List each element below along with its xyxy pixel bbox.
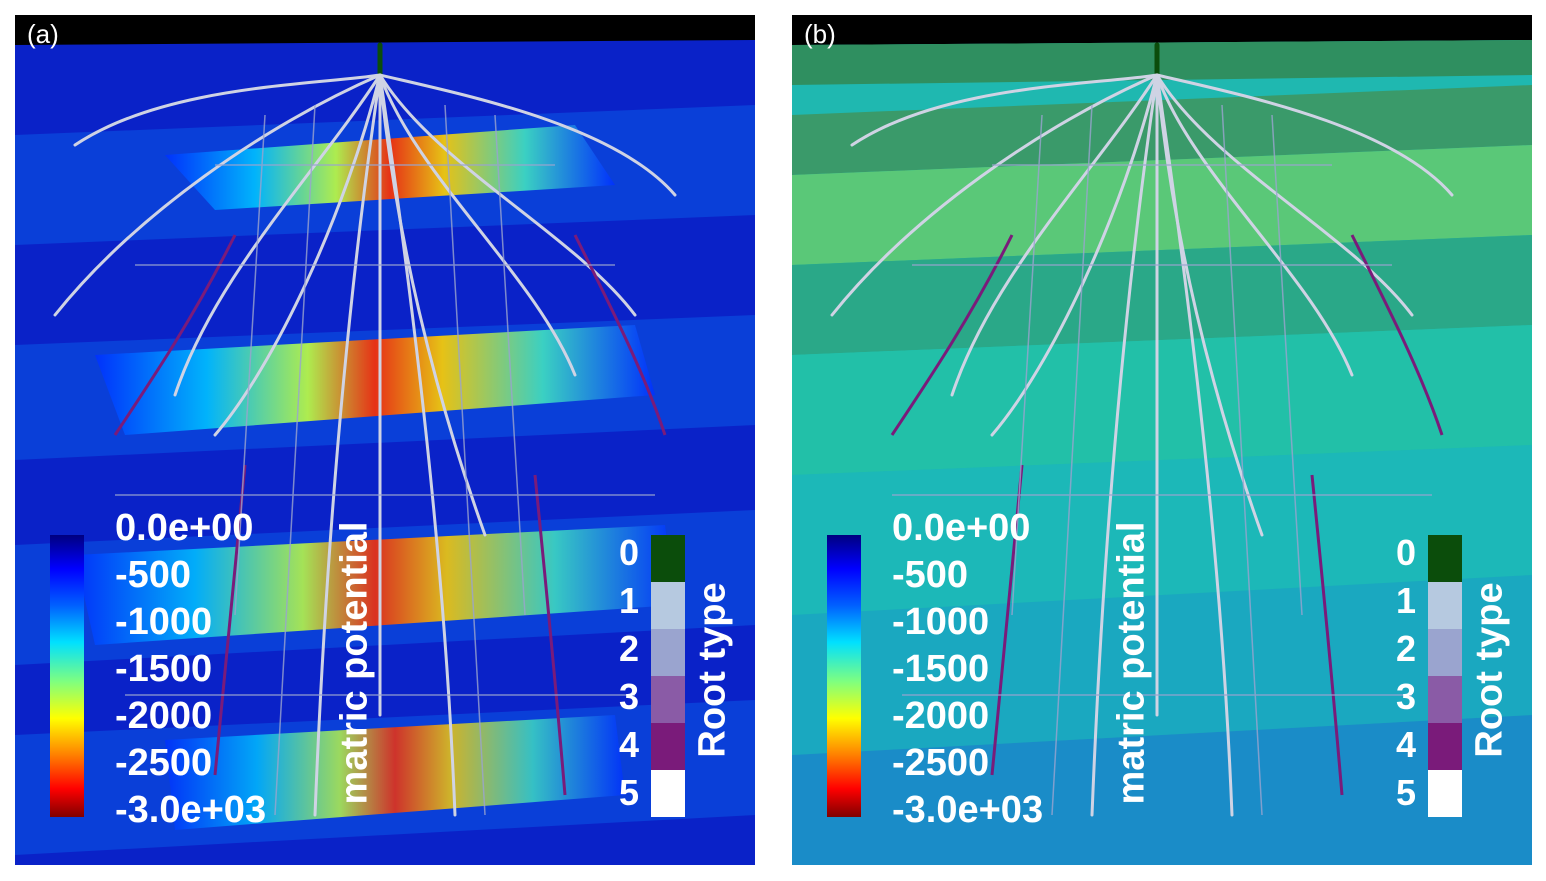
matric-potential-colorbar	[50, 535, 84, 817]
matric-potential-colorbar	[827, 535, 861, 817]
soil-slice	[792, 145, 1532, 265]
root-type-tick: 2	[1396, 628, 1417, 669]
root-type-legend	[1428, 535, 1462, 817]
root-type-tick: 1	[619, 580, 640, 621]
root-type-legend	[651, 535, 685, 817]
root-type-swatch-4	[651, 723, 685, 770]
colorbar-tick: -1500	[115, 648, 213, 690]
root-type-tick: 5	[619, 772, 640, 813]
colorbar-title: matric potential	[333, 521, 376, 805]
colorbar-tick: -2000	[892, 695, 990, 737]
root-type-swatch-3	[651, 676, 685, 723]
root-type-swatch-1	[1428, 582, 1462, 629]
root-type-tick: 4	[619, 724, 640, 765]
root-type-swatch-0	[651, 535, 685, 582]
root-type-swatch-3	[1428, 676, 1462, 723]
root-type-tick: 3	[619, 676, 640, 717]
colorbar-tick: -2500	[892, 742, 990, 784]
colorbar-tick: -2000	[115, 695, 213, 737]
soil-slice	[792, 575, 1532, 755]
root-type-swatch-4	[1428, 723, 1462, 770]
root-type-tick: 1	[1396, 580, 1417, 621]
root-type-title: Root type	[1468, 582, 1511, 758]
colorbar-title: matric potential	[1110, 521, 1153, 805]
panel-b-scene-image	[792, 15, 1532, 865]
soil-slice	[792, 715, 1532, 865]
soil-slice	[792, 445, 1532, 615]
root-type-tick: 3	[1396, 676, 1417, 717]
root-type-tick: 4	[1396, 724, 1417, 765]
root-type-swatch-5	[1428, 770, 1462, 817]
colorbar-tick: 0.0e+00	[115, 507, 254, 549]
root-type-swatch-1	[651, 582, 685, 629]
panel-a-label: (a)	[27, 19, 59, 49]
colorbar-tick: -500	[892, 554, 969, 596]
root-type-swatch-2	[651, 629, 685, 676]
root-type-title: Root type	[691, 582, 734, 758]
colorbar-tick: -3.0e+03	[892, 789, 1044, 831]
root-type-tick: 2	[619, 628, 640, 669]
panel-b: (b) 0.0e+00 -500 -1000 -1500 -2000 -2500…	[792, 15, 1532, 865]
root-type-tick: 5	[1396, 772, 1417, 813]
panel-a-scene-image	[15, 15, 755, 865]
panel-b-label: (b)	[804, 19, 836, 49]
root-type-swatch-0	[1428, 535, 1462, 582]
colorbar-tick: -500	[115, 554, 192, 596]
root-type-swatch-2	[1428, 629, 1462, 676]
colorbar-tick: -1000	[892, 601, 990, 643]
colorbar-tick: -1500	[892, 648, 990, 690]
colorbar-tick: -3.0e+03	[115, 789, 267, 831]
root-type-tick: 0	[619, 532, 640, 573]
root-type-swatch-5	[651, 770, 685, 817]
colorbar-tick: -2500	[115, 742, 213, 784]
colorbar-tick: -1000	[115, 601, 213, 643]
root-type-tick: 0	[1396, 532, 1417, 573]
panel-a: (a) 0.0e+00 -500 -1000 -1500 -2000 -2500…	[15, 15, 755, 865]
colorbar-tick: 0.0e+00	[892, 507, 1031, 549]
